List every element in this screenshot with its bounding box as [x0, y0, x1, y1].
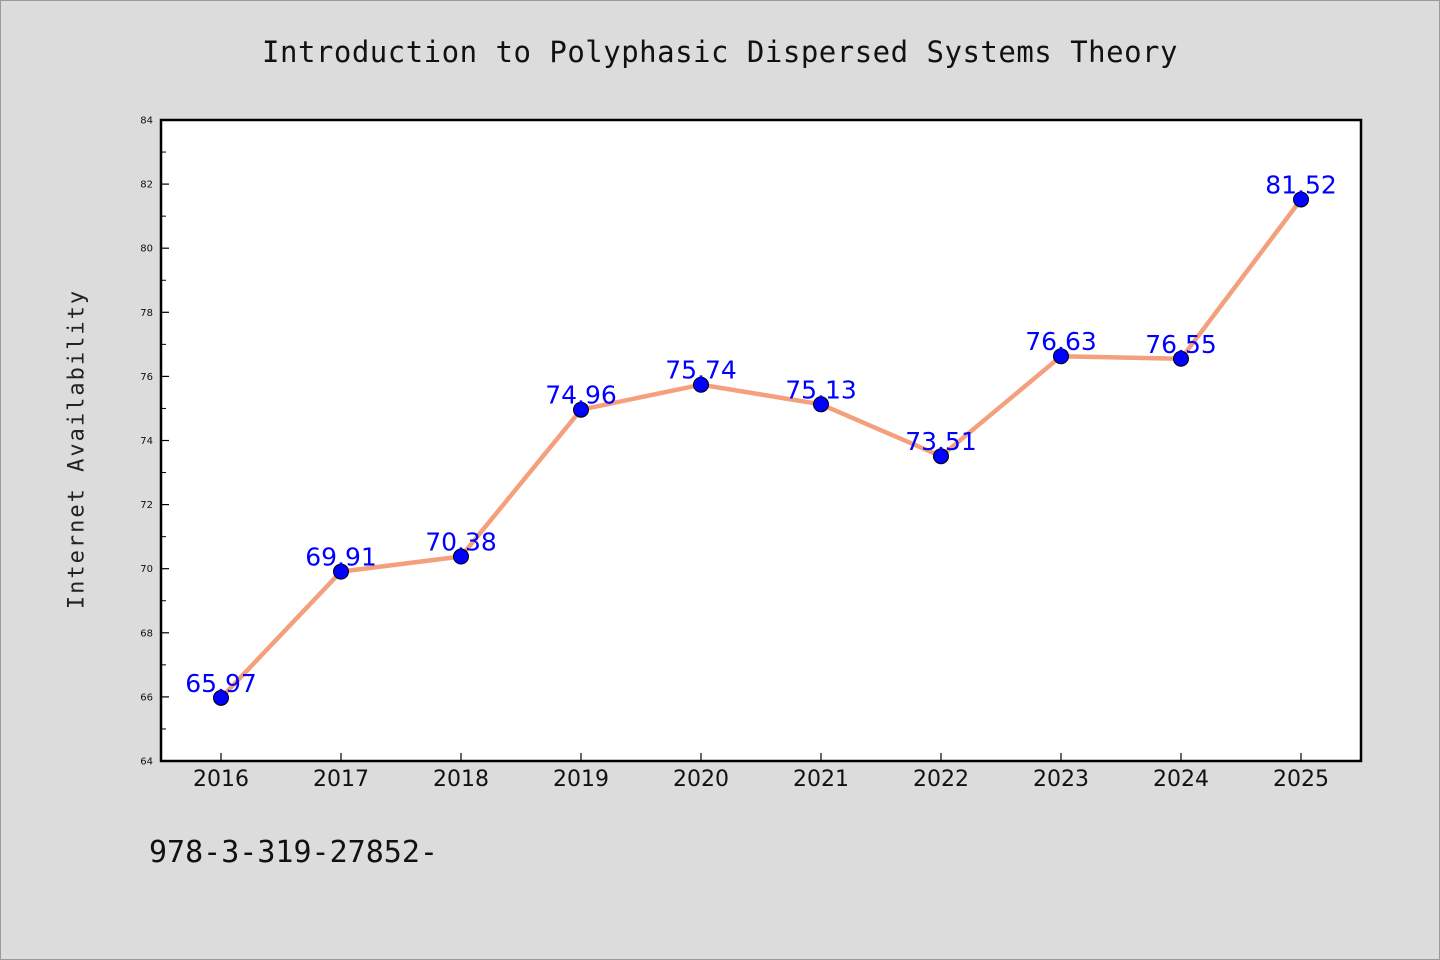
y-tick-label: 72: [140, 500, 153, 511]
x-tick-label: 2021: [793, 767, 849, 792]
data-point: [1173, 350, 1189, 367]
y-tick-label: 68: [140, 628, 153, 639]
y-tick-label: 64: [140, 757, 153, 768]
x-tick-label: 2025: [1273, 767, 1329, 792]
data-label: 65.97: [185, 669, 257, 698]
plot-area: [161, 120, 1361, 761]
x-tick-label: 2016: [193, 767, 249, 792]
y-tick-label: 70: [140, 564, 153, 575]
y-tick-label: 80: [140, 244, 153, 255]
data-label: 81.52: [1265, 170, 1337, 199]
y-tick-label: 84: [140, 116, 153, 127]
data-label: 74.96: [545, 381, 617, 410]
data-point: [213, 689, 229, 706]
data-point: [1053, 348, 1069, 365]
chart-title: Introduction to Polyphasic Dispersed Sys…: [262, 35, 1178, 69]
data-label: 76.63: [1025, 327, 1097, 356]
x-tick-label: 2024: [1153, 767, 1209, 792]
x-tick-label: 2023: [1033, 767, 1089, 792]
plot-frame: [159, 118, 1363, 763]
data-point: [573, 401, 589, 418]
x-tick-label: 2018: [433, 767, 489, 792]
x-tick-label: 2022: [913, 767, 969, 792]
data-label: 75.13: [785, 375, 857, 404]
y-tick-label: 66: [140, 692, 153, 703]
data-point: [453, 548, 469, 565]
y-tick-label: 76: [140, 372, 153, 383]
data-label: 70.38: [425, 528, 497, 557]
series-line: [218, 197, 1304, 701]
data-point: [333, 563, 349, 580]
data-point: [933, 448, 949, 465]
data-point: [1293, 191, 1309, 208]
x-tick-label: 2017: [313, 767, 369, 792]
x-tick-label: 2019: [553, 767, 609, 792]
y-tick-label: 74: [140, 436, 153, 447]
data-label: 75.74: [665, 356, 737, 385]
y-tick-label: 78: [140, 308, 153, 319]
y-tick-label: 82: [140, 180, 153, 191]
isbn-text: 978-3-319-27852-: [149, 835, 438, 870]
data-label: 76.55: [1145, 330, 1217, 359]
data-point: [693, 376, 709, 393]
x-tick-label: 2020: [673, 767, 729, 792]
data-label: 73.51: [905, 427, 977, 456]
data-point: [813, 396, 829, 413]
data-label: 69.91: [305, 543, 377, 572]
